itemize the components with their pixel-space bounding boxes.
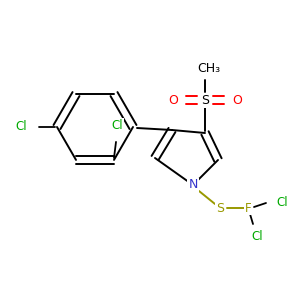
Text: F: F: [245, 202, 251, 214]
Text: CH₃: CH₃: [197, 61, 220, 74]
Text: N: N: [188, 178, 198, 191]
Text: Cl: Cl: [15, 121, 27, 134]
Text: Cl: Cl: [251, 230, 263, 242]
Text: Cl: Cl: [276, 196, 288, 208]
Text: O: O: [168, 94, 178, 106]
Text: O: O: [232, 94, 242, 106]
Text: S: S: [201, 94, 209, 106]
Text: S: S: [216, 202, 224, 214]
Text: Cl: Cl: [111, 119, 123, 132]
